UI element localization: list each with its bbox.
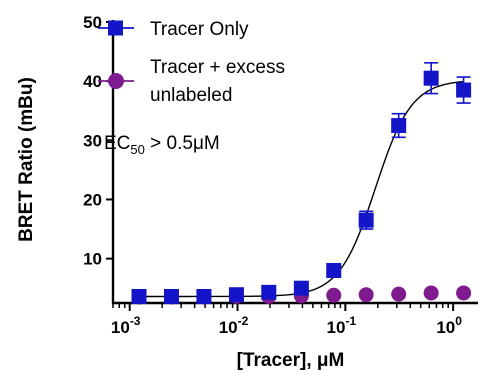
data-point-square [163, 288, 179, 304]
data-point-square [261, 284, 277, 300]
data-point-square [423, 70, 439, 86]
legend-label-tracer-only: Tracer Only [150, 19, 249, 40]
x-axis-ticks: 10-3 10-2 10-1 100 [111, 303, 462, 337]
y-axis-ticks: 10 20 30 40 50 [83, 13, 113, 269]
data-point-square [228, 287, 244, 303]
ec50-subscript: 50 [130, 142, 144, 157]
ec50-prefix: EC [104, 133, 130, 154]
legend-label-tracer-excess-line2: unlabeled [150, 85, 232, 106]
y-tick-label: 10 [83, 250, 102, 269]
data-point-square [456, 82, 472, 98]
series-tracer-only [131, 62, 472, 304]
legend-square-icon [108, 20, 123, 36]
data-point-circle [358, 287, 374, 303]
data-point-square [391, 118, 407, 134]
y-axis-title: BRET Ratio (mBu) [16, 77, 37, 242]
data-point-circle [391, 286, 407, 302]
x-axis-title: [Tracer], μM [237, 350, 345, 371]
data-point-square [131, 288, 147, 304]
legend-circle-icon [108, 73, 124, 89]
x-tick-label: 10-2 [219, 314, 249, 337]
data-point-square [326, 262, 342, 278]
fit-curve [139, 80, 464, 298]
y-tick-label: 20 [83, 190, 102, 209]
y-tick-label: 40 [83, 72, 102, 91]
x-tick-label: 100 [436, 314, 462, 337]
data-point-square [358, 212, 374, 228]
data-point-square [293, 280, 309, 296]
y-tick-label: 30 [83, 131, 102, 150]
series-layer [131, 62, 472, 305]
legend: Tracer Only Tracer + excess unlabeled [98, 19, 285, 106]
x-tick-label: 10-1 [327, 314, 357, 337]
y-tick-label: 50 [83, 13, 102, 32]
legend-label-tracer-excess-line1: Tracer + excess [150, 57, 285, 78]
data-point-circle [423, 285, 439, 301]
data-point-square [196, 288, 212, 304]
x-tick-label: 10-3 [111, 314, 141, 337]
ec50-suffix: > 0.5μM [145, 133, 220, 154]
data-point-circle [456, 285, 472, 301]
data-point-circle [326, 287, 342, 303]
ec50-annotation: EC50 > 0.5μM [104, 133, 220, 157]
